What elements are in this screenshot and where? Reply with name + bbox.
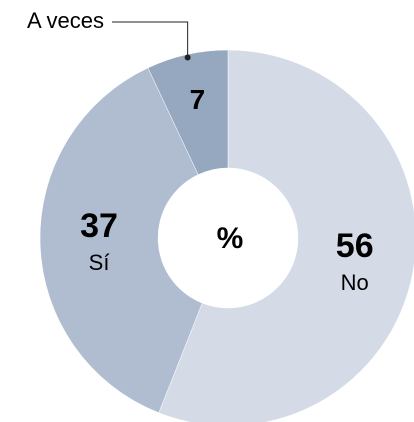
value-label: 56	[336, 227, 374, 265]
slice	[158, 49, 414, 422]
center-label: %	[217, 222, 244, 255]
slice	[39, 67, 203, 414]
category-label: A veces	[27, 8, 104, 33]
category-label: No	[341, 270, 369, 295]
leader-line	[112, 21, 189, 58]
value-label: 37	[80, 207, 118, 245]
slice	[147, 49, 229, 175]
value-label: 7	[190, 84, 206, 115]
category-label: Sí	[89, 250, 110, 275]
